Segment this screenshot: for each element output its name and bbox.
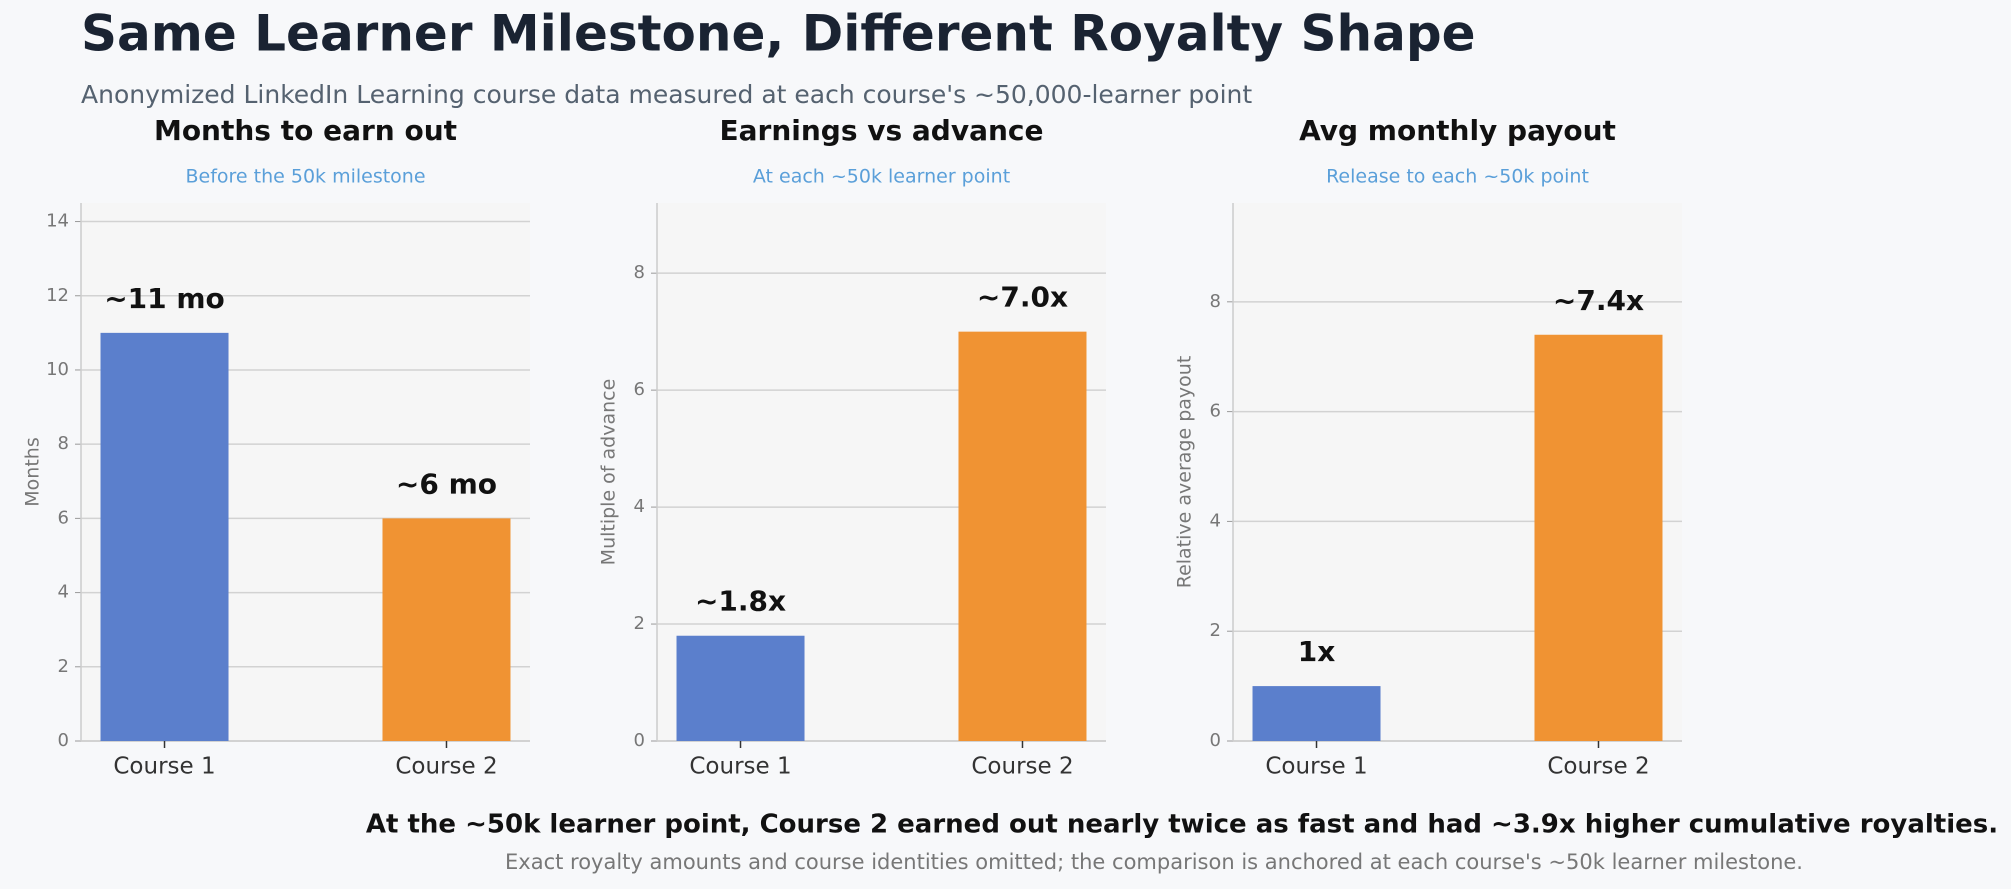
chart-title: Avg monthly payout — [1299, 114, 1616, 147]
y-axis-label: Months — [22, 437, 44, 506]
y-tick-label: 0 — [634, 730, 645, 751]
y-axis-label: Multiple of advance — [598, 379, 620, 566]
y-tick-label: 10 — [46, 359, 69, 380]
y-tick-label: 12 — [46, 285, 69, 306]
x-tick-label: Course 2 — [971, 754, 1073, 780]
y-axis-label: Relative average payout — [1174, 356, 1196, 589]
x-tick-label: Course 2 — [1547, 754, 1649, 780]
bar — [958, 331, 1087, 741]
data-label: ~1.8x — [695, 585, 786, 618]
y-tick-label: 14 — [46, 211, 69, 232]
y-tick-label: 8 — [1210, 291, 1221, 312]
data-label: ~6 mo — [396, 467, 497, 500]
page-title: Same Learner Milestone, Different Royalt… — [81, 5, 1476, 63]
y-tick-label: 4 — [634, 496, 645, 517]
page-subtitle: Anonymized LinkedIn Learning course data… — [81, 80, 1252, 109]
x-tick-label: Course 1 — [1265, 754, 1367, 780]
bar — [1252, 686, 1381, 741]
data-label: 1x — [1298, 635, 1336, 668]
chart-title: Earnings vs advance — [719, 114, 1043, 147]
y-tick-label: 4 — [1210, 510, 1221, 531]
data-label: ~7.0x — [977, 281, 1068, 314]
bar — [100, 332, 229, 741]
bar — [676, 635, 805, 741]
y-tick-label: 2 — [58, 656, 69, 677]
chart-title: Months to earn out — [154, 114, 457, 147]
y-tick-label: 8 — [634, 262, 645, 283]
data-label: ~11 mo — [104, 282, 225, 315]
footnote: Exact royalty amounts and course identit… — [505, 850, 1803, 874]
x-tick-label: Course 2 — [395, 754, 497, 780]
y-tick-label: 4 — [58, 582, 69, 603]
y-tick-label: 0 — [1210, 730, 1221, 751]
x-tick-label: Course 1 — [113, 754, 215, 780]
y-tick-label: 6 — [58, 507, 69, 528]
y-tick-label: 0 — [58, 730, 69, 751]
y-tick-label: 2 — [634, 613, 645, 634]
x-tick-label: Course 1 — [689, 754, 791, 780]
bar — [1534, 334, 1663, 741]
y-tick-label: 8 — [58, 433, 69, 454]
y-tick-label: 6 — [634, 379, 645, 400]
data-label: ~7.4x — [1553, 284, 1644, 317]
chart-subtitle: Release to each ~50k point — [1326, 166, 1589, 188]
y-tick-label: 6 — [1210, 401, 1221, 422]
bar — [382, 518, 511, 741]
chart-subtitle: Before the 50k milestone — [185, 166, 425, 188]
chart-subtitle: At each ~50k learner point — [753, 166, 1010, 188]
footer-headline: At the ~50k learner point, Course 2 earn… — [366, 810, 1998, 840]
y-tick-label: 2 — [1210, 620, 1221, 641]
